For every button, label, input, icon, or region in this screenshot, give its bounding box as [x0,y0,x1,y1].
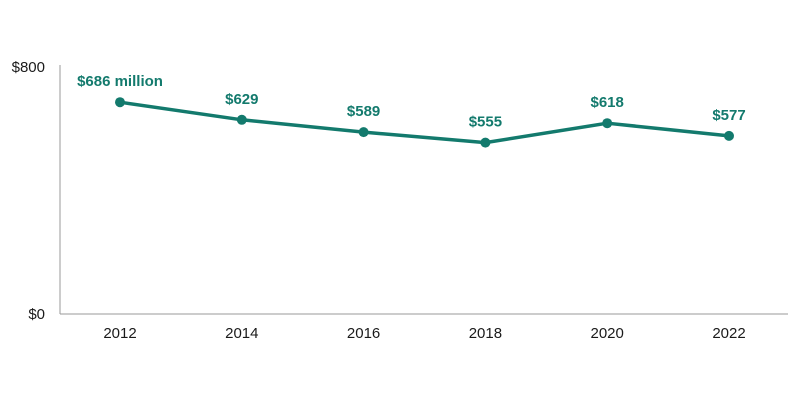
series-line [118,100,731,145]
y-tick-label: $800 [12,59,45,76]
x-tick-label: 2020 [591,325,624,342]
x-tick-label: 2014 [225,325,258,342]
data-label: $555 [469,114,502,131]
x-tick-label: 2022 [712,325,745,342]
x-tick-labels: 2012 2014 2016 2018 2020 2022 [103,325,745,342]
x-tick-label: 2012 [103,325,136,342]
data-point [115,97,125,108]
x-tick-label: 2016 [347,325,380,342]
data-label: $589 [347,103,380,120]
axes [59,65,788,315]
x-tick-label: 2018 [469,325,502,342]
data-points [115,97,734,148]
data-labels: $686 million $629 $589 $555 $618 $577 [77,73,746,130]
data-point [724,130,734,141]
data-label: $618 [591,94,624,111]
data-point [236,114,247,125]
data-label: $629 [225,91,258,108]
data-label: $577 [712,107,745,124]
y-tick-labels: $0 $800 [12,59,45,323]
data-label: $686 million [77,73,163,90]
y-tick-label: $0 [28,306,45,323]
data-point [602,118,613,129]
data-point [480,137,491,148]
series-layer [118,100,731,145]
data-point [358,127,369,138]
